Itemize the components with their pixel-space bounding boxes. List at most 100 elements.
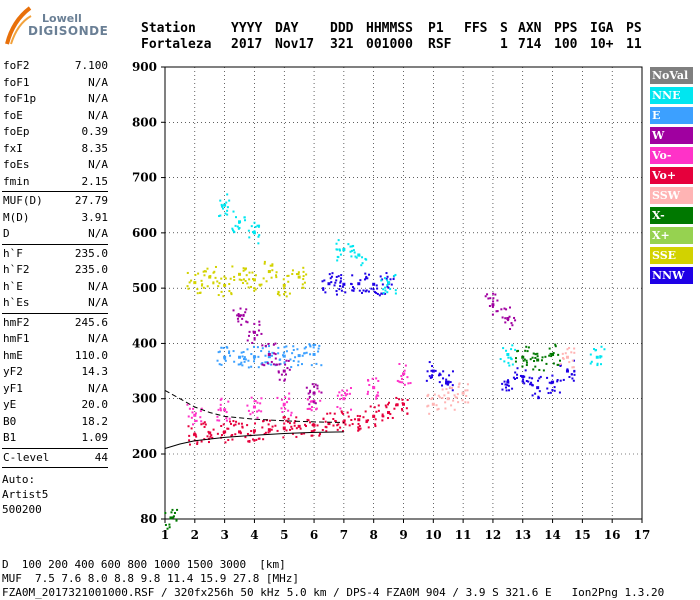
echo-point [431,374,434,377]
echo-point [334,281,337,284]
echo-point [307,407,310,410]
echo-point [446,380,450,384]
echo-point [501,388,504,391]
echo-point [571,366,574,369]
echo-point [318,344,321,347]
echo-point [558,391,561,394]
echo-point [351,274,354,277]
legend: NoVal NNE E W Vo- Vo+ SSW X- X+ SSE NNW [650,67,693,287]
echo-point [282,278,285,281]
echo-point [600,355,603,358]
footer: D 100 200 400 600 800 1000 1500 3000 [km] MUF 7.5 7… [2,558,664,600]
echo-point [243,356,246,359]
echo-point [372,282,376,286]
echo-point [441,388,444,391]
x-tick-label: 17 [634,528,651,542]
echo-point [241,355,244,358]
echo-point [246,432,249,435]
echo-point [375,377,378,380]
echo-point [312,352,316,356]
echo-point [544,355,547,358]
echo-point [431,397,434,400]
echo-point [401,381,404,384]
echo-point [250,225,253,228]
muf-value: 15.9 [199,572,227,585]
echo-point [443,394,446,397]
echo-point [293,421,296,424]
echo-point [338,248,341,251]
d-value: 600 [100,558,121,571]
echo-point [243,360,246,363]
echo-point [516,376,519,379]
echo-point [296,348,299,351]
echo-point [172,515,175,518]
echo-point [364,272,367,275]
muf-value: 9.8 [140,572,161,585]
echo-point [297,364,300,367]
echo-point [458,383,461,386]
echo-point [282,354,285,357]
d-value: 3000 [219,558,247,571]
echo-point [492,300,495,303]
echo-point [209,275,212,278]
echo-point [337,275,340,278]
echo-point [565,355,569,359]
d-value: [km] [259,558,286,571]
echo-point [352,289,355,292]
echo-point [350,419,353,422]
val-axn: 714 [518,37,542,52]
echo-point [386,275,389,278]
echo-point [318,434,321,437]
echo-point [242,351,245,354]
echo-point [505,389,508,392]
param-key: B0 [3,414,17,428]
echo-point [528,376,531,379]
echo-point [218,363,221,366]
echo-point [247,409,250,412]
echo-point [516,350,519,353]
echo-point [322,288,325,291]
echo-point [257,366,260,369]
val-yyyy: 2017 [231,37,263,52]
echo-point [323,279,326,282]
echo-point [227,427,230,430]
echo-point [335,275,338,278]
echo-point [264,344,267,347]
echo-point [551,374,554,377]
echo-point [265,280,268,283]
echo-point [288,397,291,400]
echo-point [245,274,248,277]
echo-point [193,413,197,417]
echo-point [263,262,266,265]
muf-value: [MHz] [265,572,300,585]
echo-point [445,380,448,383]
echo-point [373,406,376,409]
echo-point [495,310,498,313]
d-value: 1500 [186,558,214,571]
echo-point [372,288,375,291]
echo-point [595,355,599,359]
echo-point [542,369,545,372]
echo-point [253,322,256,325]
param-separator [2,447,108,449]
echo-point [220,205,223,208]
x-tick-label: 16 [604,528,621,542]
echo-point [572,366,575,369]
echo-point [514,319,517,322]
echo-point [348,424,351,427]
echo-point [367,290,370,293]
echo-point [173,511,176,514]
echo-point [240,279,243,282]
param-row-b0: B0 18.2 [2,414,108,431]
param-key: MUF(D) [3,194,43,207]
echo-point [276,429,279,432]
echo-point [284,396,287,399]
echo-point [365,277,368,280]
echo-point [353,251,356,254]
echo-point [600,363,603,366]
echo-point [238,314,242,318]
echo-point [252,330,255,333]
echo-point [260,397,263,400]
echo-point [430,369,433,372]
echo-point [303,432,306,435]
